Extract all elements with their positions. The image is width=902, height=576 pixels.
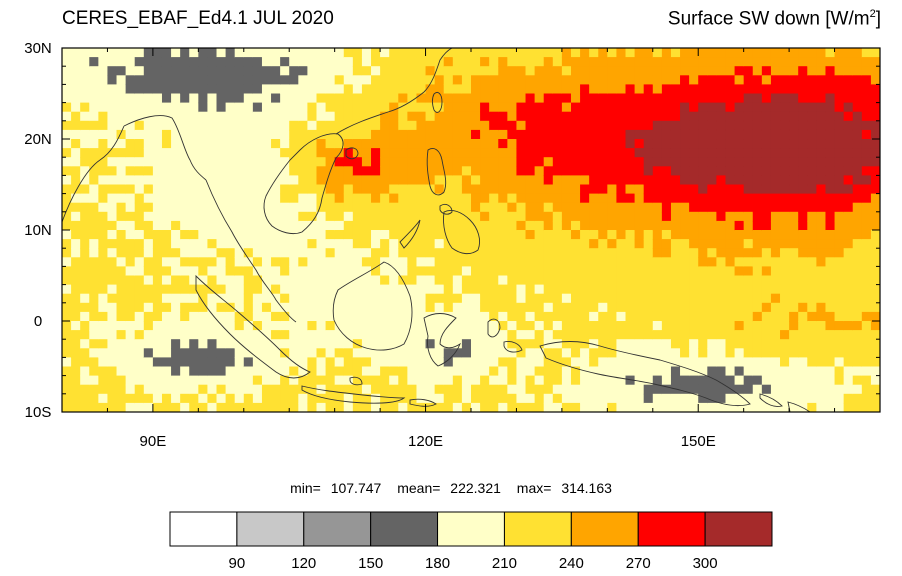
lat-tick-label: 0 bbox=[34, 313, 42, 330]
lon-tick-label: 90E bbox=[140, 433, 167, 450]
lon-tick-label: 150E bbox=[681, 433, 716, 450]
axis-tick-labels: 30N 20N 10N 0 10S 90E 120E 150E bbox=[24, 40, 716, 450]
stat-mean: mean= 222.321 bbox=[397, 480, 501, 496]
variable-name: Surface SW down bbox=[667, 8, 820, 30]
units-prefix: [W/m bbox=[825, 8, 870, 30]
stat-min: min= 107.747 bbox=[290, 480, 382, 496]
lat-tick-label: 30N bbox=[24, 40, 52, 57]
units-exponent: 2 bbox=[869, 8, 876, 20]
axis-ticks bbox=[62, 47, 880, 413]
dataset-title: CERES_EBAF_Ed4.1 JUL 2020 bbox=[62, 8, 334, 29]
statistics-line: min= 107.747 mean= 222.321 max= 314.163 bbox=[0, 480, 902, 496]
units-suffix: ] bbox=[875, 8, 881, 30]
lat-tick-label: 10S bbox=[25, 404, 52, 421]
coastlines bbox=[62, 48, 811, 412]
lon-tick-label: 120E bbox=[408, 433, 443, 450]
lat-tick-label: 20N bbox=[24, 131, 52, 148]
sw-down-field bbox=[62, 48, 880, 412]
variable-title: Surface SW down [W/m2] bbox=[668, 8, 881, 30]
stat-max: max= 314.163 bbox=[516, 480, 612, 496]
lat-tick-label: 10N bbox=[24, 222, 52, 239]
